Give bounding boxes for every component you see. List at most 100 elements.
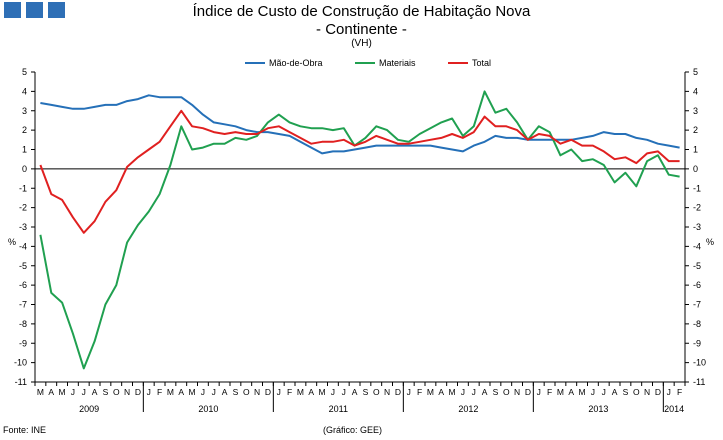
y-tick-label-left: 1 xyxy=(22,145,27,155)
series-line-1 xyxy=(39,90,680,370)
x-tick-label-month: D xyxy=(395,387,401,397)
x-tick-label-month: A xyxy=(612,387,618,397)
y-tick-label-right: 5 xyxy=(693,67,698,77)
x-tick-label-month: M xyxy=(167,387,174,397)
x-tick-label-month: M xyxy=(59,387,66,397)
y-tick-label-right: -1 xyxy=(693,183,701,193)
x-tick-label-month: M xyxy=(189,387,196,397)
y-tick-label-left: -11 xyxy=(15,377,27,387)
x-tick-label-month: O xyxy=(113,387,120,397)
y-axis-left: 5 4 3 2 1 0 -1 -2 -3 -4 -5 -6 -7 -8 -9 -10 -11% xyxy=(8,67,36,387)
x-tick-label-month: N xyxy=(254,387,260,397)
y-tick-label-right: -3 xyxy=(693,222,701,232)
x-tick-label-month: F xyxy=(287,387,292,397)
y-tick-label-right: 3 xyxy=(693,106,698,116)
y-tick-label-right: -7 xyxy=(693,300,701,310)
y-tick-label-left: -6 xyxy=(19,280,27,290)
x-tick-label-month: O xyxy=(503,387,510,397)
y-tick-label-left: -9 xyxy=(19,338,27,348)
x-tick-label-month: M xyxy=(319,387,326,397)
x-tick-label-month: A xyxy=(482,387,488,397)
x-tick-label-month: N xyxy=(644,387,650,397)
chart-subtitle: - Continente - xyxy=(316,21,407,38)
x-tick-label-year: 2010 xyxy=(198,404,218,414)
x-tick-label-month: N xyxy=(124,387,130,397)
x-tick-label-month: A xyxy=(352,387,358,397)
x-tick-label-month: F xyxy=(677,387,682,397)
y-tick-label-right: -11 xyxy=(693,377,705,387)
y-tick-label-left: 5 xyxy=(22,67,27,77)
x-tick-label-month: J xyxy=(602,387,606,397)
y-tick-label-left: -3 xyxy=(19,222,27,232)
chart-title: Índice de Custo de Construção de Habitaç… xyxy=(192,3,531,20)
x-tick-label-month: O xyxy=(373,387,380,397)
x-tick-label-month: J xyxy=(201,387,205,397)
x-tick-label-month: M xyxy=(427,387,434,397)
x-tick-label-month: J xyxy=(667,387,671,397)
x-tick-label-month: M xyxy=(579,387,586,397)
x-tick-label-month: F xyxy=(417,387,422,397)
y-tick-label-right: -6 xyxy=(693,280,701,290)
series-group xyxy=(39,90,680,370)
x-tick-label-month: A xyxy=(308,387,314,397)
y-tick-label-right: -2 xyxy=(693,203,701,213)
x-tick-label-month: J xyxy=(331,387,335,397)
x-tick-label-year: 2013 xyxy=(588,404,608,414)
x-tick-label-year: 2011 xyxy=(329,404,348,414)
x-tick-label-month: A xyxy=(92,387,98,397)
x-tick-label-month: M xyxy=(449,387,456,397)
legend: Mão-de-Obra Materiais Total xyxy=(245,58,491,68)
x-tick-label-month: S xyxy=(493,387,499,397)
y-tick-label-left: -8 xyxy=(19,319,27,329)
x-tick-label-month: A xyxy=(48,387,54,397)
x-tick-label-month: N xyxy=(514,387,520,397)
y-tick-label-left: -10 xyxy=(14,358,27,368)
x-tick-label-month: S xyxy=(103,387,109,397)
x-tick-label-month: A xyxy=(222,387,228,397)
x-tick-label-month: J xyxy=(472,387,476,397)
credit-note: (Gráfico: GEE) xyxy=(323,425,383,435)
x-tick-label-month: F xyxy=(157,387,162,397)
y-tick-label-left: -2 xyxy=(19,203,27,213)
x-tick-label-month: M xyxy=(557,387,564,397)
x-tick-label-month: D xyxy=(655,387,661,397)
y-tick-label-left: 4 xyxy=(22,86,27,96)
legend-label-2: Total xyxy=(472,58,491,68)
y-tick-label-right: -10 xyxy=(693,358,706,368)
x-tick-label-year: 2012 xyxy=(458,404,478,414)
x-tick-label-month: O xyxy=(633,387,640,397)
y-tick-label-left: -7 xyxy=(19,300,27,310)
series-line-0 xyxy=(40,94,680,155)
legend-label-1: Materiais xyxy=(379,58,416,68)
y-tick-label-right: -5 xyxy=(693,261,701,271)
y-tick-label-left: -5 xyxy=(19,261,27,271)
x-tick-label-month: D xyxy=(265,387,271,397)
x-tick-label-month: F xyxy=(547,387,552,397)
x-tick-label-month: J xyxy=(591,387,595,397)
source-note: Fonte: INE xyxy=(3,425,47,435)
y-tick-label-left: 0 xyxy=(22,164,27,174)
x-tick-label-month: A xyxy=(438,387,444,397)
x-tick-label-month: J xyxy=(71,387,75,397)
y-tick-label-right: 2 xyxy=(693,125,698,135)
x-tick-label-month: J xyxy=(277,387,281,397)
x-tick-label-year: 2014 xyxy=(664,404,684,414)
x-tick-label-month: J xyxy=(147,387,151,397)
y-axis-label-right: % xyxy=(706,237,714,247)
y-tick-label-right: -8 xyxy=(693,319,701,329)
y-tick-label-left: 3 xyxy=(22,106,27,116)
x-tick-label-month: S xyxy=(233,387,239,397)
y-axis-label-left: % xyxy=(8,237,16,247)
y-tick-label-left: 2 xyxy=(22,125,27,135)
y-tick-label-right: 4 xyxy=(693,86,698,96)
y-tick-label-left: -4 xyxy=(19,241,27,251)
x-tick-label-month: J xyxy=(537,387,541,397)
x-tick-label-month: J xyxy=(461,387,465,397)
x-tick-label-month: J xyxy=(407,387,411,397)
gee-logo xyxy=(4,2,66,18)
y-axis-right: 5 4 3 2 1 0 -1 -2 -3 -4 -5 -6 -7 -8 -9 -10 -11% xyxy=(684,67,714,387)
x-tick-label-month: J xyxy=(82,387,86,397)
chart-unit: (VH) xyxy=(351,38,372,49)
x-tick-label-month: N xyxy=(384,387,390,397)
